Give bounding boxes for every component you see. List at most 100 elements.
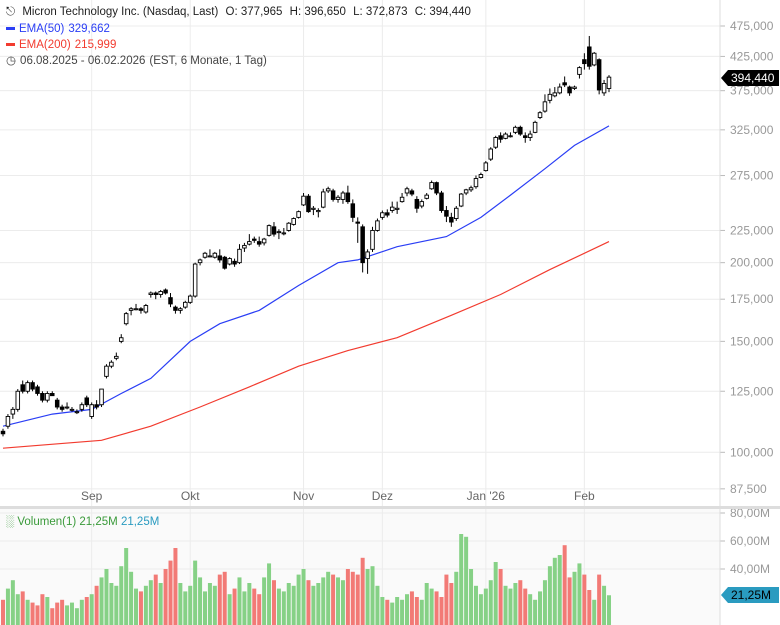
volume-bar xyxy=(153,574,158,625)
volume-bar xyxy=(25,599,30,625)
volume-bar xyxy=(424,583,429,625)
month-label: Nov xyxy=(293,489,314,503)
candle-body xyxy=(15,390,21,410)
volume-legend[interactable]: ░ Volumen(1) 21,25M 21,25M xyxy=(6,516,159,528)
volume-bar xyxy=(158,583,163,625)
volume-bar xyxy=(301,569,306,625)
volume-value-secondary: 21,25M xyxy=(120,516,160,528)
volume-bar xyxy=(375,585,380,625)
volume-bar xyxy=(193,560,198,625)
candle-body xyxy=(596,59,602,91)
volume-bar xyxy=(276,588,281,625)
volume-bar xyxy=(340,580,345,625)
volume-bar xyxy=(237,577,242,625)
volume-bar xyxy=(582,574,587,625)
candle-body xyxy=(478,174,484,178)
volume-bar xyxy=(562,545,567,625)
candle-body xyxy=(552,92,558,97)
volume-bar xyxy=(296,574,301,625)
price-tick-label: 375,000 xyxy=(730,84,774,98)
candle-body xyxy=(143,305,149,313)
candle-body xyxy=(532,121,538,133)
candle-body xyxy=(256,241,262,245)
ema200-legend[interactable]: EMA(200) 215,999 xyxy=(6,37,120,53)
ema50-legend[interactable]: EMA(50) 329,662 xyxy=(6,21,114,37)
volume-bar xyxy=(168,560,173,625)
candle-body xyxy=(104,365,109,377)
volume-bar xyxy=(454,571,459,625)
volume-bar xyxy=(30,602,35,625)
volume-bar xyxy=(577,563,582,625)
volume-bar xyxy=(528,594,533,625)
volume-bar xyxy=(597,574,602,625)
candle-body xyxy=(557,86,562,94)
open-value: O: 377,965 xyxy=(225,6,283,18)
volume-bar xyxy=(252,588,257,625)
candle-body xyxy=(0,430,6,435)
candle-body xyxy=(355,221,360,224)
volume-bar xyxy=(134,588,139,625)
candle-body xyxy=(207,255,213,258)
candle-body xyxy=(449,216,454,223)
volume-bar xyxy=(370,566,375,625)
candle-body xyxy=(183,301,188,308)
candle-body xyxy=(173,306,178,311)
candle-body xyxy=(454,207,459,219)
volume-bar xyxy=(469,569,474,625)
candle-body xyxy=(291,218,296,225)
candle-body xyxy=(40,393,45,401)
high-value: H: 396,650 xyxy=(289,6,346,18)
volume-bar xyxy=(267,563,272,625)
candle-body xyxy=(306,195,311,213)
last-volume-tag: 21,25M xyxy=(721,587,779,603)
candle-body xyxy=(114,355,119,359)
volume-bar xyxy=(513,583,518,625)
volume-bar xyxy=(232,588,237,625)
volume-bar xyxy=(473,585,478,625)
volume-bar xyxy=(178,583,183,625)
candle-body xyxy=(54,399,60,408)
volume-bar xyxy=(79,599,84,625)
volume-bar xyxy=(385,599,390,625)
candle-body xyxy=(138,308,144,311)
date-range-info: (EST, 6 Monate, 1 Tag) xyxy=(149,55,267,67)
volume-bar xyxy=(488,580,493,625)
candle-body xyxy=(527,133,533,138)
volume-icon: ░ xyxy=(6,516,15,528)
volume-bar xyxy=(444,574,449,625)
volume-bar xyxy=(498,569,503,625)
volume-bar xyxy=(212,585,217,625)
candle-body xyxy=(473,178,479,188)
candle-body xyxy=(444,210,449,217)
candle-body xyxy=(84,397,90,406)
candle-body xyxy=(572,86,577,89)
volume-bar xyxy=(557,555,562,625)
volume-bar xyxy=(257,594,262,625)
indicator-icon[interactable]: ⎋ xyxy=(6,6,16,18)
ema200-series xyxy=(2,241,610,449)
volume-bar xyxy=(99,577,104,625)
volume-bar xyxy=(592,599,597,625)
volume-bar xyxy=(1,599,5,625)
candle-body xyxy=(133,308,139,311)
candle-body xyxy=(542,101,548,112)
candle-body xyxy=(158,291,163,295)
volume-bar xyxy=(414,597,419,625)
volume-bar xyxy=(183,591,188,625)
candle-body xyxy=(261,238,267,244)
volume-bar xyxy=(316,583,321,625)
volume-bar xyxy=(459,534,464,625)
candle-body xyxy=(202,252,208,258)
candle-body xyxy=(99,388,104,406)
volume-bar xyxy=(380,597,385,625)
candle-body xyxy=(513,126,518,133)
candle-body xyxy=(247,241,252,245)
candle-body xyxy=(266,225,272,236)
volume-label: Volumen(1) xyxy=(17,516,77,528)
candle-body xyxy=(94,404,99,408)
candle-body xyxy=(483,162,489,172)
candle-body xyxy=(79,404,85,410)
volume-bar xyxy=(360,557,365,625)
volume-bar xyxy=(163,569,168,625)
volume-bar xyxy=(55,602,60,625)
